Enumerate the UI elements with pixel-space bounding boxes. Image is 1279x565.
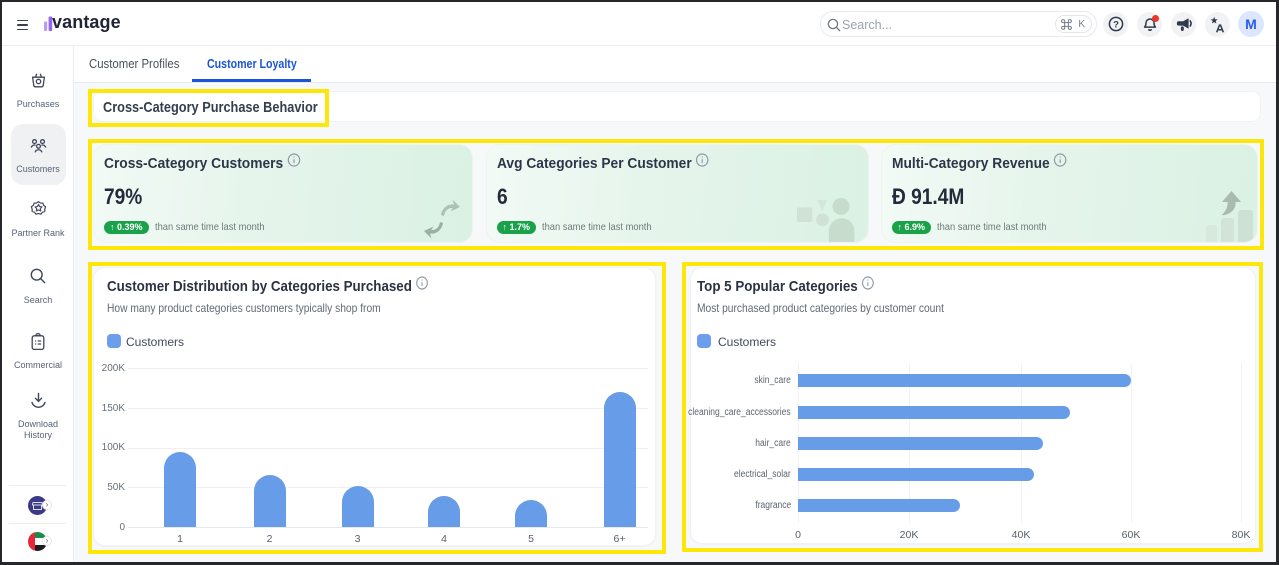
- svg-text:?: ?: [1113, 19, 1119, 30]
